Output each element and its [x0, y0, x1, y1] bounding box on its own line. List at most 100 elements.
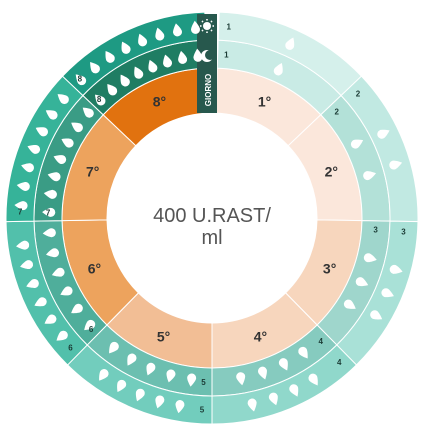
- drop-icon: [355, 277, 369, 287]
- drop-icon: [155, 395, 165, 409]
- drop-icon: [381, 288, 394, 298]
- night-drop-count-6: 6: [89, 325, 94, 334]
- night-drop-count-2: 2: [334, 107, 339, 116]
- drop-icon: [268, 392, 278, 406]
- drop-icon: [138, 33, 148, 47]
- day-drop-count-5: 5: [200, 406, 205, 415]
- drop-icon: [127, 353, 137, 366]
- day-label-1: 1°: [258, 93, 271, 109]
- drop-icon: [42, 228, 56, 238]
- drop-icon: [51, 267, 65, 277]
- drop-icon: [75, 74, 87, 86]
- day-label-5: 5°: [157, 328, 170, 344]
- drop-icon: [363, 171, 377, 181]
- drop-marks: 1 1 2 2 3 3 4 4 5 5 6 6 7 7 8 8: [14, 20, 406, 415]
- drop-icon: [14, 201, 28, 211]
- drop-icon: [20, 260, 33, 270]
- drop-icon: [146, 362, 156, 376]
- moon-icon: [201, 50, 215, 62]
- drop-icon: [16, 240, 30, 250]
- drop-icon: [35, 127, 48, 137]
- day-drop-count-2: 2: [356, 89, 361, 98]
- day-band-label: GIORNO: [204, 74, 213, 106]
- drop-icon: [45, 248, 59, 258]
- drop-icon: [42, 207, 56, 217]
- center-label-line2: ml: [201, 227, 223, 249]
- header-band: GIORNO: [197, 14, 217, 113]
- day-drop-count-1: 1: [227, 23, 232, 32]
- drop-icon: [148, 59, 158, 73]
- drop-icon: [71, 122, 83, 133]
- drop-icon: [370, 310, 383, 320]
- night-drop-count-4: 4: [318, 337, 323, 346]
- night-drop-count-3: 3: [373, 225, 378, 234]
- drop-icon: [289, 384, 299, 397]
- drop-icon: [155, 27, 165, 41]
- drop-icon: [278, 358, 288, 371]
- drop-icon: [247, 398, 257, 412]
- day-label-7: 7°: [86, 164, 99, 180]
- drop-icon: [34, 297, 47, 307]
- drop-icon: [178, 50, 188, 64]
- drop-icon: [43, 189, 57, 199]
- drop-icon: [135, 388, 145, 402]
- drop-icon: [94, 94, 106, 106]
- night-drop-count-8: 8: [97, 95, 102, 104]
- drop-icon: [193, 48, 203, 62]
- drop-icon: [84, 319, 96, 331]
- drop-icon: [273, 63, 283, 76]
- drop-icon: [61, 138, 74, 148]
- drop-icon: [173, 23, 182, 37]
- night-drop-count-1: 1: [224, 51, 229, 60]
- day-drop-count-6: 6: [68, 344, 73, 353]
- drop-icon: [107, 84, 118, 96]
- drop-icon: [308, 373, 318, 386]
- day-drop-count-3: 3: [401, 227, 406, 236]
- drop-icon: [71, 303, 83, 314]
- drop-icon: [258, 366, 267, 380]
- drop-icon: [16, 182, 30, 191]
- drop-icon: [191, 20, 200, 34]
- drop-icon: [120, 74, 130, 87]
- drop-icon: [363, 253, 377, 263]
- day-label-8: 8°: [153, 93, 166, 109]
- drop-icon: [163, 54, 173, 68]
- drop-icon: [82, 107, 94, 118]
- day-drop-count-4: 4: [337, 358, 342, 367]
- drop-icon: [53, 155, 67, 165]
- day-drop-count-8: 8: [78, 75, 83, 84]
- day-labels: 1° 2° 3° 4° 5° 6° 7° 8°: [86, 93, 338, 344]
- header-band-bg: [197, 14, 217, 113]
- drop-icon: [236, 372, 246, 386]
- drop-icon: [343, 299, 356, 309]
- drop-icon: [298, 346, 308, 359]
- drop-icon: [44, 314, 57, 324]
- drop-icon: [45, 110, 58, 120]
- drop-icon: [57, 94, 69, 104]
- sun-icon: [200, 19, 214, 33]
- drop-icon: [166, 369, 176, 383]
- drop-icon: [26, 279, 39, 288]
- drop-icon: [109, 341, 119, 354]
- drop-icon: [389, 264, 403, 274]
- night-drop-count-7: 7: [46, 208, 51, 217]
- drop-icon: [187, 373, 197, 387]
- drop-icon: [175, 400, 185, 414]
- drop-icon: [377, 129, 390, 139]
- drop-icon: [285, 37, 295, 50]
- drop-icon: [121, 41, 131, 54]
- drop-icon: [134, 66, 144, 79]
- day-drop-count-7: 7: [18, 207, 23, 216]
- drop-icon: [27, 144, 41, 154]
- center-label: 400 U.RAST/ ml: [137, 205, 287, 249]
- drop-icon: [47, 172, 61, 182]
- drop-icon: [117, 379, 127, 393]
- drop-icon: [350, 139, 364, 149]
- drop-icon: [90, 61, 100, 74]
- day-label-6: 6°: [88, 261, 101, 277]
- night-drop-count-5: 5: [201, 378, 206, 387]
- drop-icon: [21, 163, 34, 173]
- drop-icon: [105, 51, 115, 63]
- day-label-3: 3°: [323, 261, 336, 277]
